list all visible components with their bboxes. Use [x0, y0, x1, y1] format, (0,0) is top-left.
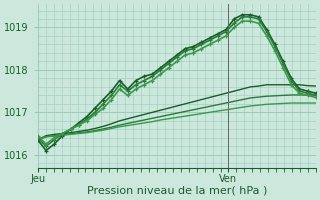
X-axis label: Pression niveau de la mer( hPa ): Pression niveau de la mer( hPa ) — [87, 186, 267, 196]
